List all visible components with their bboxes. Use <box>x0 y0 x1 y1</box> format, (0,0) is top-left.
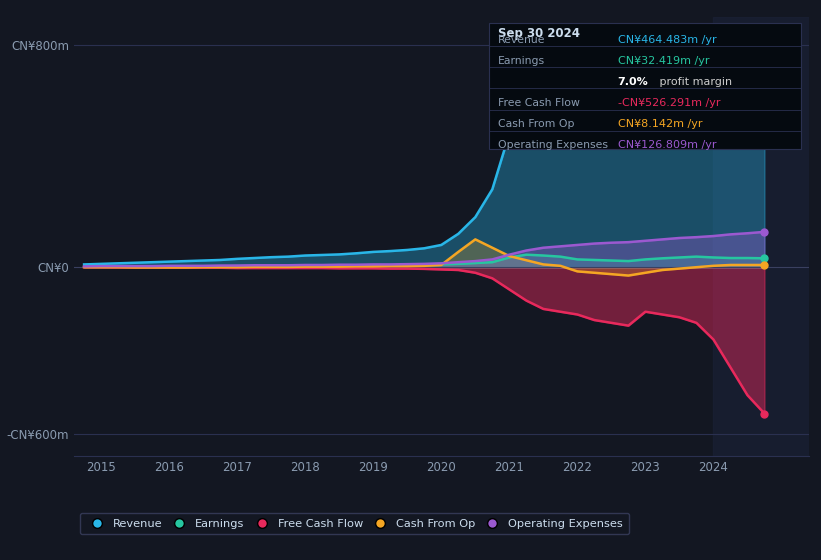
Text: CN¥8.142m /yr: CN¥8.142m /yr <box>617 119 702 129</box>
Text: Operating Expenses: Operating Expenses <box>498 140 608 150</box>
Text: CN¥32.419m /yr: CN¥32.419m /yr <box>617 55 709 66</box>
Bar <box>489 24 801 149</box>
Text: Sep 30 2024: Sep 30 2024 <box>498 27 580 40</box>
Text: Free Cash Flow: Free Cash Flow <box>498 98 580 108</box>
Text: 7.0%: 7.0% <box>617 77 649 87</box>
Text: CN¥126.809m /yr: CN¥126.809m /yr <box>617 140 716 150</box>
Text: Revenue: Revenue <box>498 35 545 45</box>
Text: profit margin: profit margin <box>656 77 732 87</box>
Legend: Revenue, Earnings, Free Cash Flow, Cash From Op, Operating Expenses: Revenue, Earnings, Free Cash Flow, Cash … <box>80 513 629 534</box>
Text: -CN¥526.291m /yr: -CN¥526.291m /yr <box>617 98 720 108</box>
Bar <box>713 17 809 456</box>
Text: Earnings: Earnings <box>498 55 545 66</box>
Text: CN¥464.483m /yr: CN¥464.483m /yr <box>617 35 716 45</box>
Text: Cash From Op: Cash From Op <box>498 119 575 129</box>
